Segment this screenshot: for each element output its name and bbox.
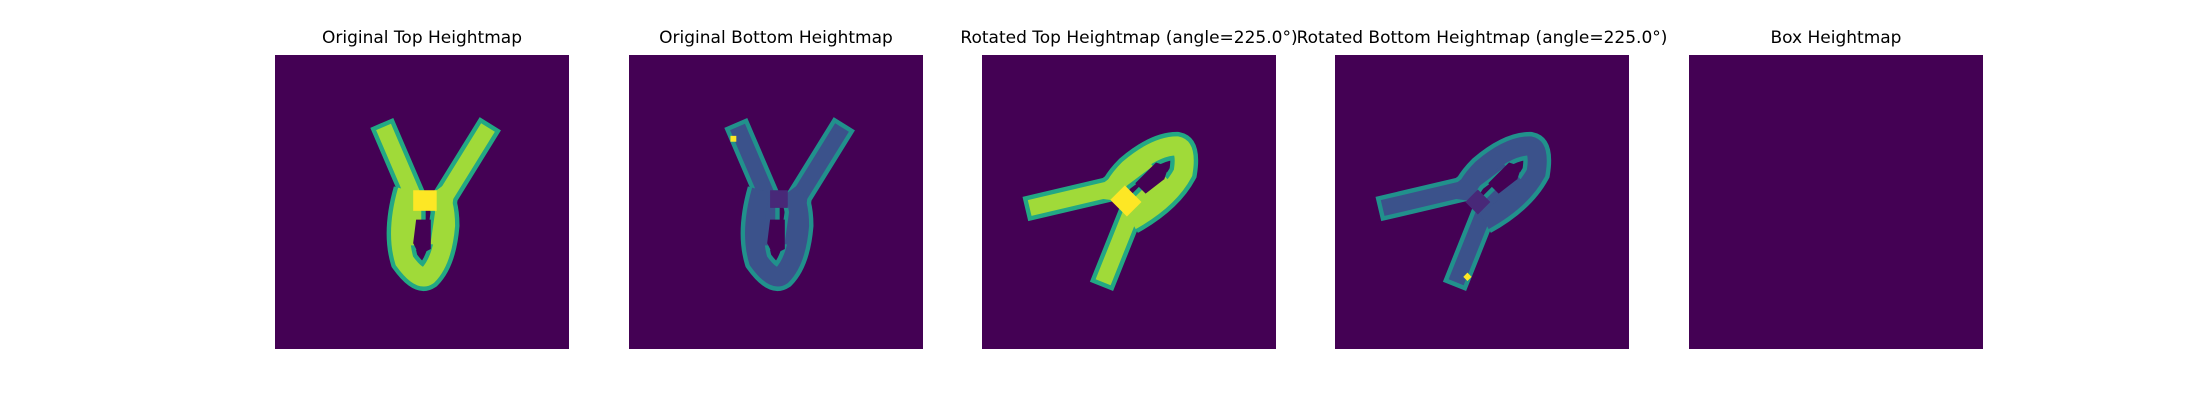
heatmap-original-bottom xyxy=(629,55,923,349)
heatmap-panel-original-top: Original Top Heightmap xyxy=(275,28,569,352)
heatmap-panel-original-bottom: Original Bottom Heightmap xyxy=(629,28,923,352)
heatmap-rotated-bottom xyxy=(1335,55,1629,349)
panel-title: Original Top Heightmap xyxy=(215,28,629,48)
heatmap-peak-pixel xyxy=(730,136,736,142)
panel-title: Rotated Bottom Heightmap (angle=225.0°) xyxy=(1275,28,1689,48)
heatmap-rotated-top xyxy=(982,55,1276,349)
heatmap-original-top xyxy=(275,55,569,349)
heatmap-center-low xyxy=(770,190,788,208)
heatmap-peak-center xyxy=(413,190,437,211)
heatmap-panel-rotated-bottom: Rotated Bottom Heightmap (angle=225.0°) xyxy=(1335,28,1629,352)
heatmap-box xyxy=(1689,55,1983,349)
heatmap-background xyxy=(1689,55,1983,349)
panel-title: Box Heightmap xyxy=(1629,28,2043,48)
panel-title: Rotated Top Heightmap (angle=225.0°) xyxy=(922,28,1336,48)
panel-title: Original Bottom Heightmap xyxy=(569,28,983,48)
heatmap-panel-box: Box Heightmap xyxy=(1689,28,1983,352)
heatmap-panel-rotated-top: Rotated Top Heightmap (angle=225.0°) xyxy=(982,28,1276,352)
